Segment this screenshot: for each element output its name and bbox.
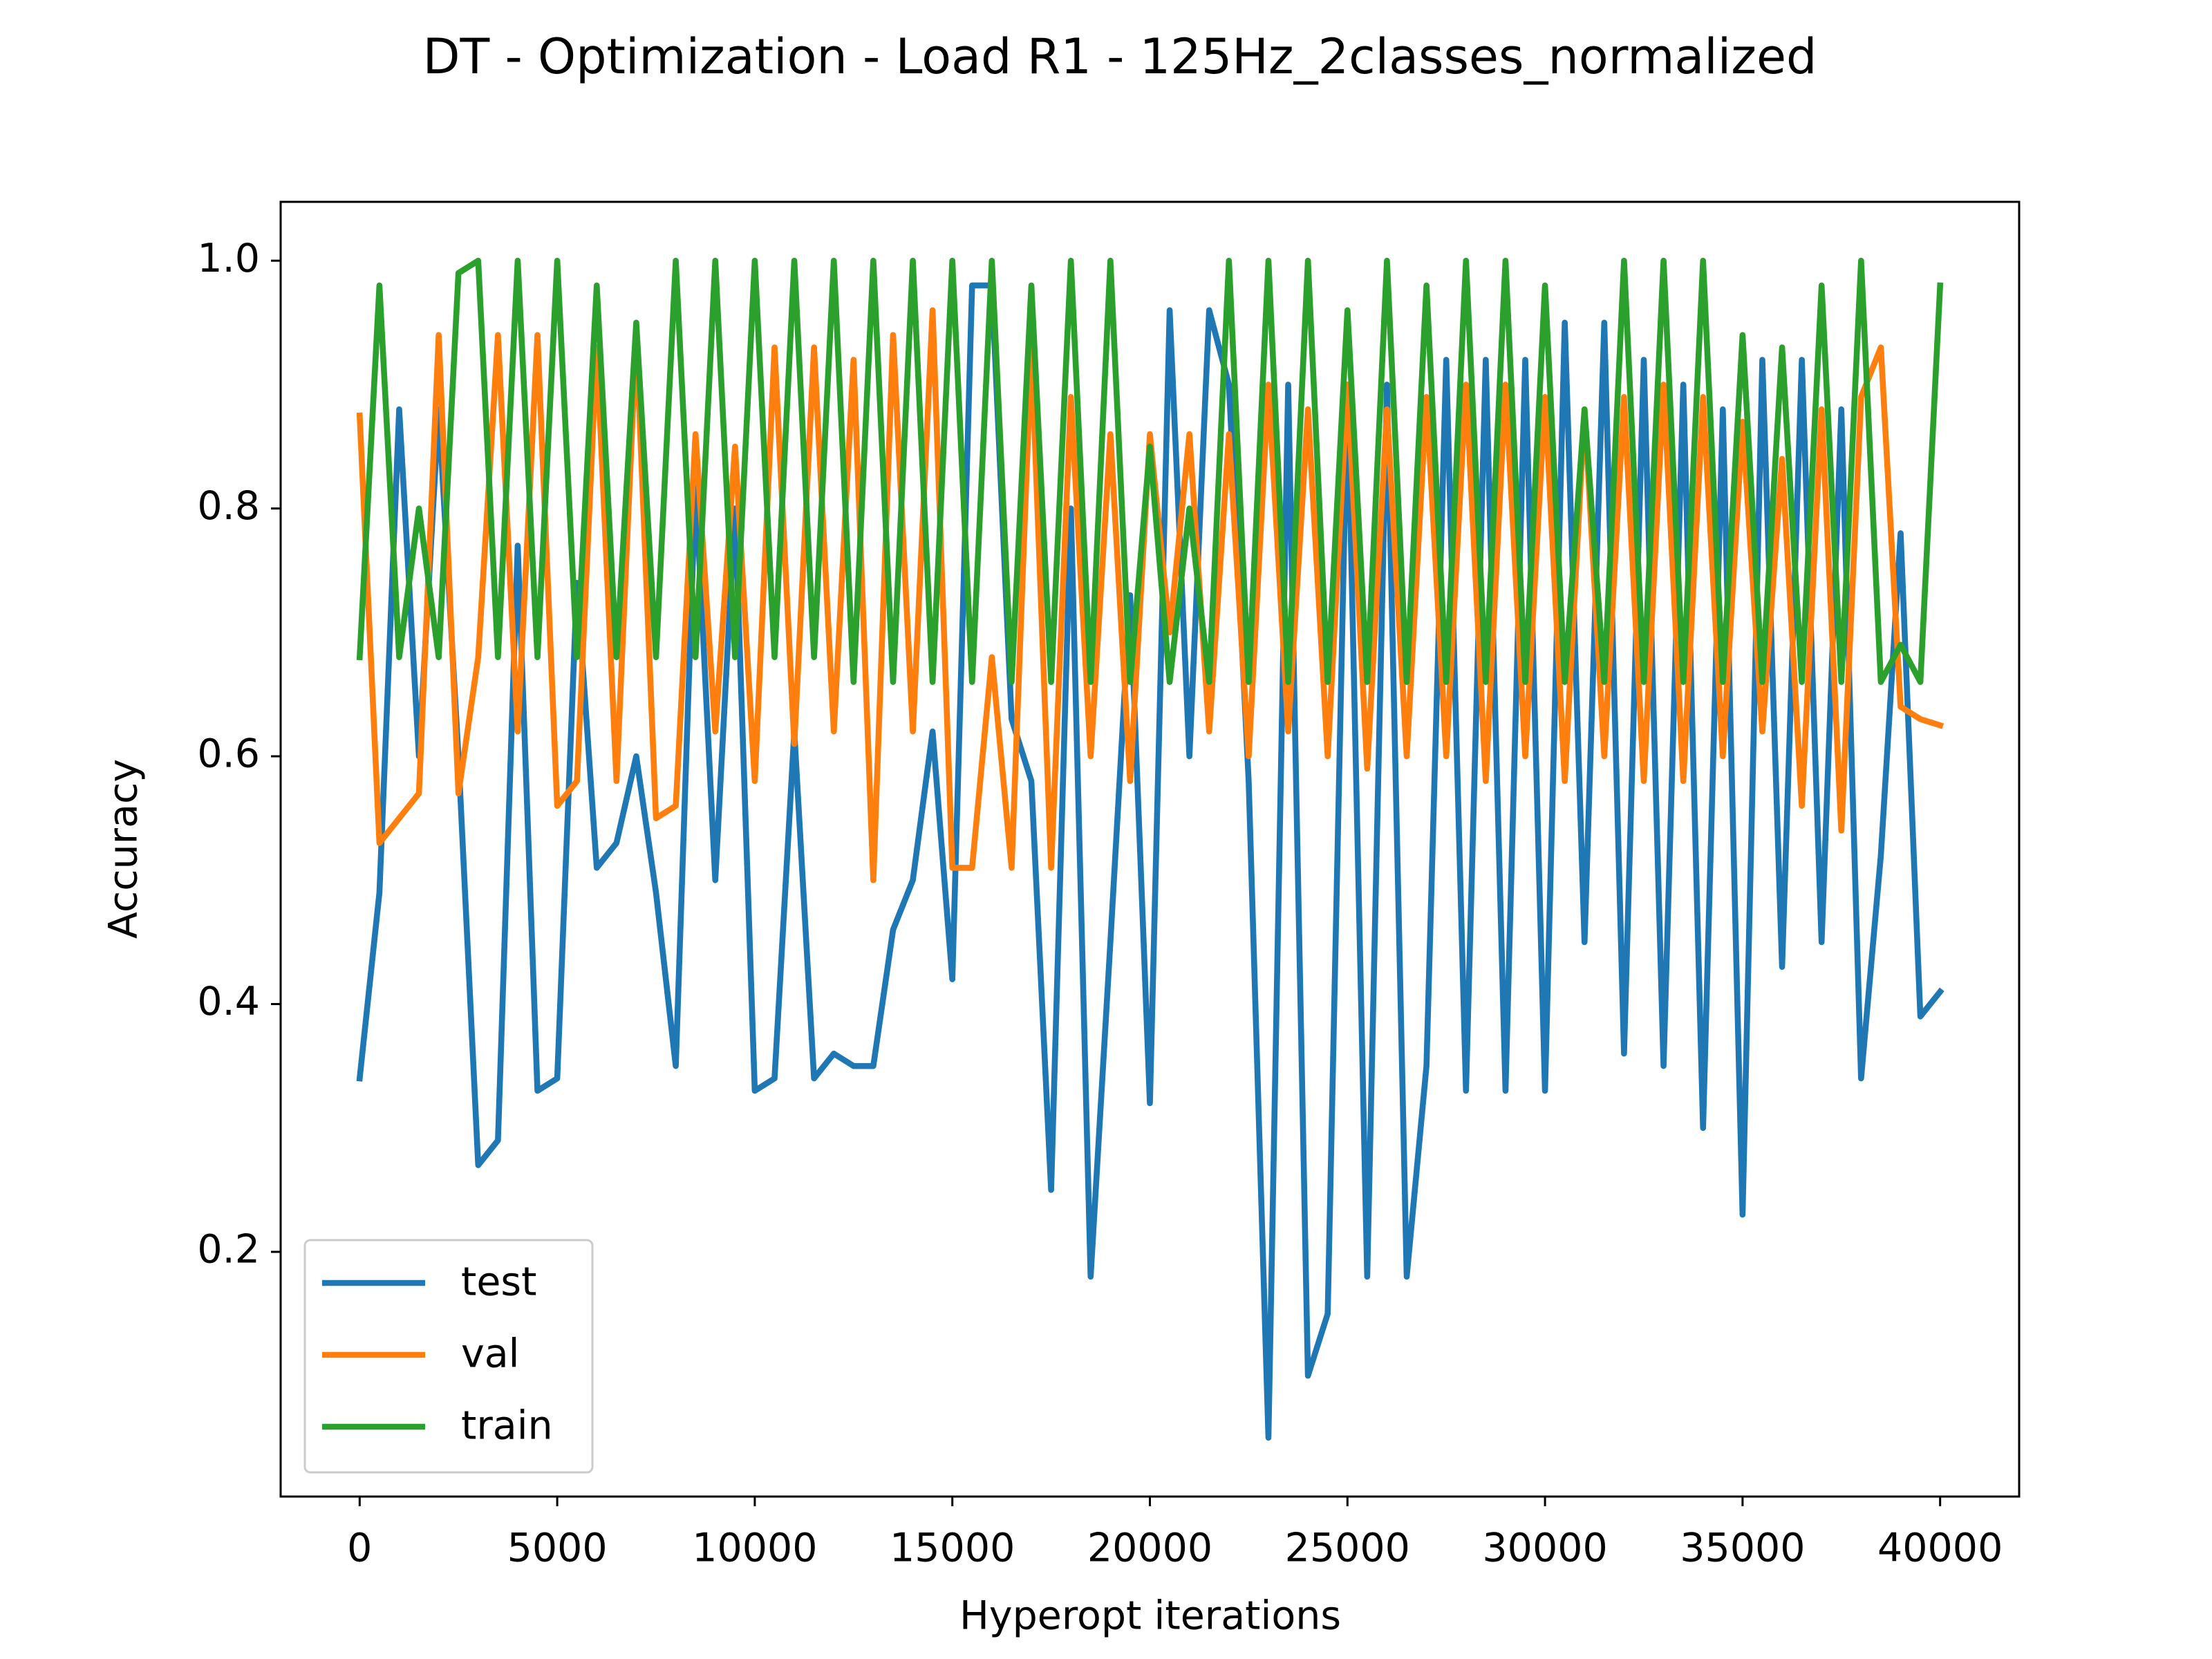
x-tick-label: 5000 <box>507 1526 608 1571</box>
x-tick-label: 25000 <box>1285 1526 1410 1571</box>
legend-label: test <box>461 1259 536 1305</box>
x-tick-label: 10000 <box>692 1526 817 1571</box>
series-line <box>356 257 1944 685</box>
chart-title: DT - Optimization - Load R1 - 125Hz_2cla… <box>423 28 1817 85</box>
x-tick-label: 0 <box>347 1526 372 1571</box>
x-tick-label: 30000 <box>1482 1526 1607 1571</box>
y-tick-label: 0.2 <box>197 1227 260 1273</box>
series-line <box>356 307 1944 883</box>
y-tick-label: 0.6 <box>197 731 260 777</box>
x-tick-label: 20000 <box>1087 1526 1212 1571</box>
x-axis-label: Hyperopt iterations <box>959 1593 1341 1639</box>
legend-label: train <box>461 1403 553 1449</box>
y-tick-label: 0.4 <box>197 979 260 1024</box>
y-tick-label: 1.0 <box>197 236 260 281</box>
x-tick-label: 35000 <box>1680 1526 1805 1571</box>
y-tick-label: 0.8 <box>197 483 260 529</box>
y-axis-label: Accuracy <box>101 759 147 939</box>
legend-box <box>303 1239 594 1474</box>
x-tick-label: 40000 <box>1877 1526 2003 1571</box>
legend-label: val <box>461 1331 520 1377</box>
x-tick-label: 15000 <box>890 1526 1015 1571</box>
